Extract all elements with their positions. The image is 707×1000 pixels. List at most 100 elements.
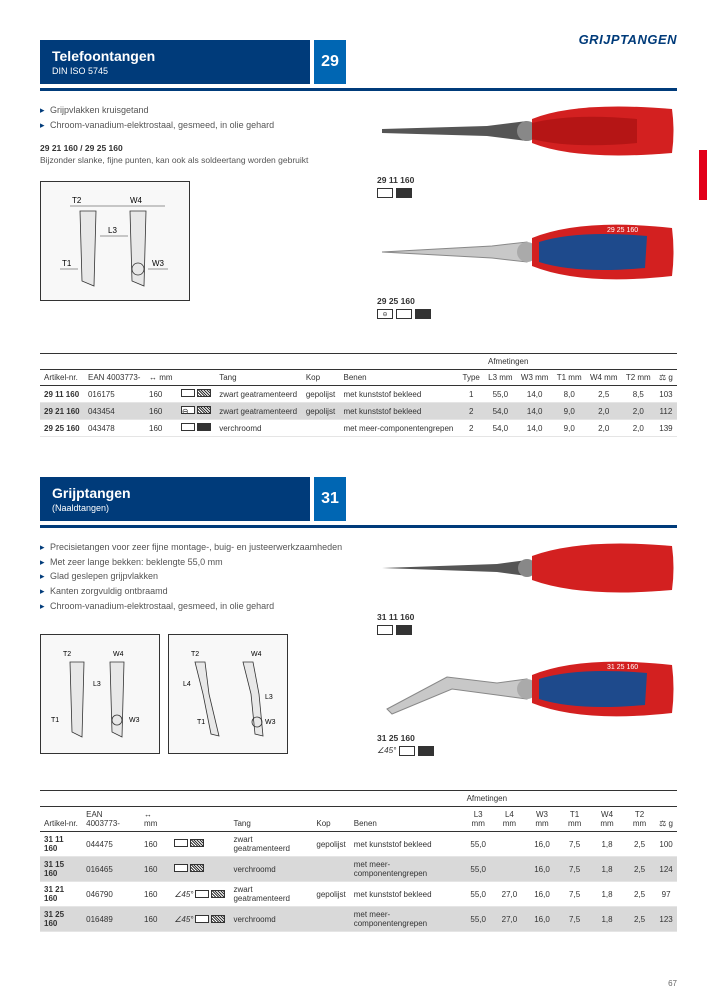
table-cell: 16,0 [525, 907, 559, 932]
col-header: Kop [302, 370, 340, 386]
table-cell: 55,0 [484, 386, 517, 403]
table-cell: 046790 [82, 882, 140, 907]
category-header: GRIJPTANGEN [579, 32, 677, 47]
table-cell: met meer-componentengrepen [350, 857, 463, 882]
table-cell: 31 15 160 [40, 857, 82, 882]
feature-item: Chroom-vanadium-elektrostaal, gesmeed, i… [40, 601, 357, 613]
product-spec-icons [377, 188, 677, 198]
col-header [170, 807, 229, 832]
spec-icon [396, 625, 412, 635]
section-number-badge: 31 [314, 477, 346, 521]
table-cell: 7,5 [559, 907, 590, 932]
table-row: 31 11 160044475160zwart geatramenteerdge… [40, 832, 677, 857]
angle-icon: ∠45° [377, 746, 396, 756]
col-header: ⚖ g [655, 370, 677, 386]
table-cell: 55,0 [463, 857, 494, 882]
table-cell: 160 [145, 403, 177, 420]
section-title-block: Grijptangen (Naaldtangen) [40, 477, 310, 521]
spec-table-1: Afmetingen Artikel-nr.EAN 4003773-↔ mmTa… [40, 353, 677, 437]
product-spec-icons [377, 625, 677, 635]
table-cell: zwart geatramenteerd [229, 832, 312, 857]
col-header: L3 mm [484, 370, 517, 386]
table-cell: 27,0 [494, 882, 525, 907]
table-cell: 16,0 [525, 882, 559, 907]
table-cell: verchroomd [229, 857, 312, 882]
table-cell: 14,0 [517, 420, 553, 437]
col-header: Type [458, 370, 484, 386]
svg-text:W3: W3 [265, 719, 276, 726]
table-cell: 54,0 [484, 420, 517, 437]
col-header: ↔ mm [140, 807, 170, 832]
table-cell: 14,0 [517, 403, 553, 420]
table-cell: 2,5 [624, 882, 655, 907]
col-header: Artikel-nr. [40, 807, 82, 832]
table-cell: 97 [655, 882, 677, 907]
table-cell: met kunststof bekleed [340, 386, 459, 403]
table-cell: 2,5 [586, 386, 622, 403]
section-title: Grijptangen [52, 485, 298, 501]
svg-text:W4: W4 [251, 651, 262, 658]
dimension-diagram: T2W4 L3 W3 T1 [40, 181, 190, 301]
dimension-diagram-bent: T2W4 L4 L3 W3 T1 [168, 634, 288, 754]
table-row: 29 11 160016175160zwart geatramenteerdge… [40, 386, 677, 403]
variant-note-text: Bijzonder slanke, fijne punten, kan ook … [40, 155, 357, 165]
col-header: T1 mm [559, 807, 590, 832]
table-cell: 2,5 [624, 907, 655, 932]
table-cell: 1,8 [590, 832, 624, 857]
table-cell: 1 [458, 386, 484, 403]
product-label: 29 11 160 [377, 175, 677, 185]
table-cell: 100 [655, 832, 677, 857]
feature-item: Precisietangen voor zeer fijne montage-,… [40, 542, 357, 554]
product-label: 29 25 160 [377, 296, 677, 306]
variant-note-title: 29 21 160 / 29 25 160 [40, 143, 357, 153]
feature-item: Met zeer lange bekken: beklengte 55,0 mm [40, 557, 357, 569]
table-cell: 043478 [84, 420, 145, 437]
col-header: ↔ mm [145, 370, 177, 386]
table-cell: 112 [655, 403, 677, 420]
feature-list: Precisietangen voor zeer fijne montage-,… [40, 542, 357, 612]
table-row: 31 25 160016489160∠45°verchroomdmet meer… [40, 907, 677, 932]
col-header: EAN 4003773- [84, 370, 145, 386]
table-cell: 16,0 [525, 832, 559, 857]
col-header: Tang [215, 370, 302, 386]
table-cell [494, 832, 525, 857]
table-cell: gepolijst [302, 386, 340, 403]
svg-text:W4: W4 [130, 196, 143, 205]
table-cell: 016465 [82, 857, 140, 882]
table-row: 31 21 160046790160∠45°zwart geatramentee… [40, 882, 677, 907]
product-image-1 [377, 91, 677, 171]
product-spec-icons: ⊖ [377, 309, 677, 319]
svg-text:L3: L3 [108, 226, 117, 235]
svg-text:W3: W3 [152, 259, 165, 268]
spec-icon [377, 188, 393, 198]
table-cell: 160 [140, 832, 170, 857]
table-cell: 123 [655, 907, 677, 932]
table-cell: 7,5 [559, 857, 590, 882]
table-cell: 016175 [84, 386, 145, 403]
section-grijptangen: Grijptangen (Naaldtangen) 31 Precisietan… [40, 477, 677, 932]
table-cell: ∠45° [170, 882, 229, 907]
table-cell: 2 [458, 420, 484, 437]
table-cell: met kunststof bekleed [350, 832, 463, 857]
product-image-3 [377, 528, 677, 608]
feature-list: Grijpvlakken kruisgetand Chroom-vanadium… [40, 105, 357, 131]
table-cell [177, 420, 215, 437]
col-header: Kop [312, 807, 349, 832]
svg-text:31 25 160: 31 25 160 [607, 664, 638, 671]
product-image-4: 31 25 160 [377, 649, 677, 729]
svg-text:T1: T1 [197, 719, 205, 726]
col-header: Benen [350, 807, 463, 832]
table-cell [177, 386, 215, 403]
table-cell: 2,0 [622, 403, 655, 420]
spec-icon [415, 309, 431, 319]
table-cell: gepolijst [312, 882, 349, 907]
table-cell [170, 857, 229, 882]
table-cell [302, 420, 340, 437]
col-group: Afmetingen [484, 354, 655, 370]
table-cell: 124 [655, 857, 677, 882]
table-cell: 7,5 [559, 832, 590, 857]
table-cell [312, 907, 349, 932]
table-cell: 2 [458, 403, 484, 420]
col-header: EAN 4003773- [82, 807, 140, 832]
table-cell: 55,0 [463, 907, 494, 932]
